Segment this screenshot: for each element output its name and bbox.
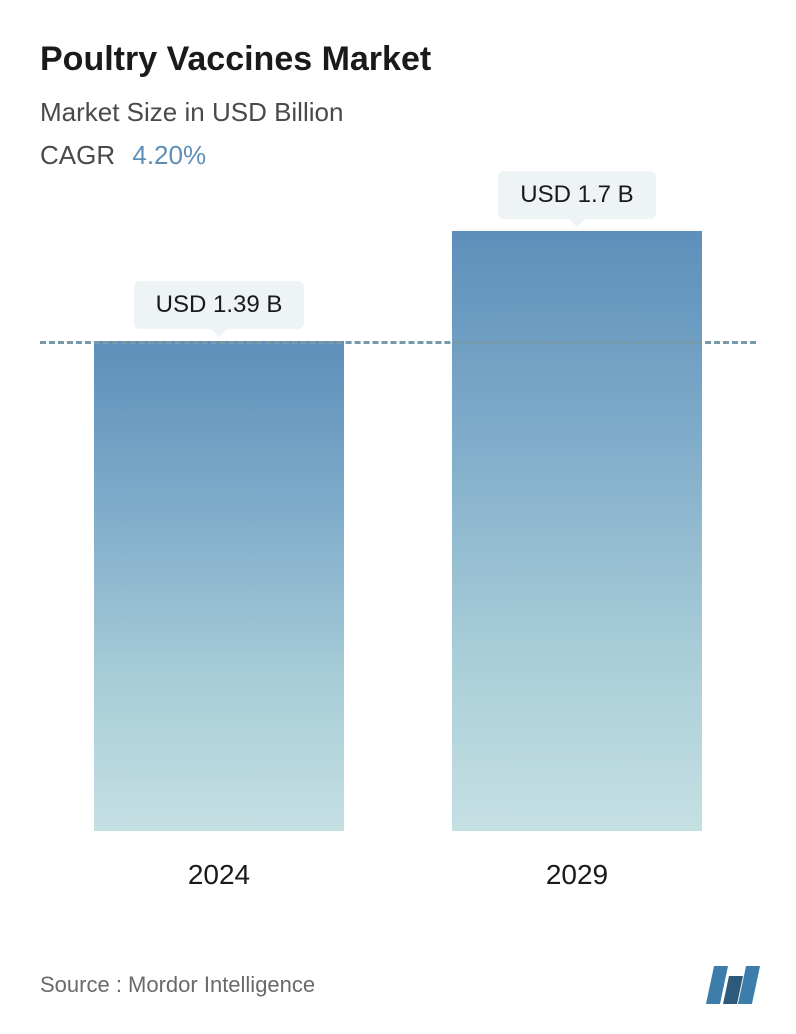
reference-dashed-line xyxy=(40,341,756,344)
logo-bar-3 xyxy=(738,966,760,1004)
cagr-line: CAGR 4.20% xyxy=(40,140,756,171)
cagr-label: CAGR xyxy=(40,140,115,170)
chart-area: USD 1.39 BUSD 1.7 B 2024 2029 xyxy=(40,231,756,891)
x-label-2029: 2029 xyxy=(452,859,702,891)
x-axis-labels: 2024 2029 xyxy=(40,859,756,891)
chart-title: Poultry Vaccines Market xyxy=(40,40,756,79)
bar-2024 xyxy=(94,341,344,831)
bar-group-2024: USD 1.39 B xyxy=(94,281,344,831)
mordor-logo-icon xyxy=(710,966,756,1004)
source-text: Source : Mordor Intelligence xyxy=(40,972,315,998)
x-label-2024: 2024 xyxy=(94,859,344,891)
value-badge-2029: USD 1.7 B xyxy=(498,171,655,219)
chart-subtitle: Market Size in USD Billion xyxy=(40,97,756,128)
bars-container: USD 1.39 BUSD 1.7 B xyxy=(40,231,756,831)
bar-2029 xyxy=(452,231,702,831)
cagr-value: 4.20% xyxy=(132,140,206,170)
bar-group-2029: USD 1.7 B xyxy=(452,171,702,831)
footer: Source : Mordor Intelligence xyxy=(40,966,756,1004)
value-badge-2024: USD 1.39 B xyxy=(134,281,305,329)
